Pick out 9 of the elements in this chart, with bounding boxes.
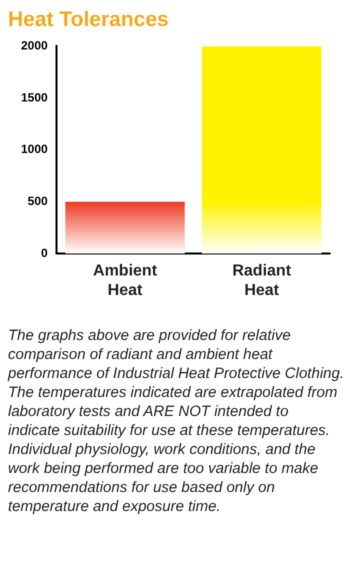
x-tick-label: Radiant Heat — [232, 262, 292, 299]
y-tick-label: 500 — [28, 194, 48, 208]
chart-title: Heat Tolerances — [8, 8, 170, 32]
text: The graphs above are provided for relative comparison of radiant and ambient heat performance of Industrial Heat Protective Clothing. The temperatures indicated are extrapolated from laboratory tests and ARE NOT intended to indicate suitability for use at these temperatures. Individual physiology, work conditions, and the work being performed are too variable to make recommendations for use based only on temperature and exposure time. — [8, 327, 344, 515]
y-tick-label: 1000 — [20, 142, 48, 156]
x-tick-label: Ambient Heat — [93, 262, 158, 299]
y-tick-label: 2000 — [20, 38, 48, 53]
y-tick-label: 0 — [41, 246, 48, 260]
y-tick-label: 1500 — [20, 90, 48, 104]
